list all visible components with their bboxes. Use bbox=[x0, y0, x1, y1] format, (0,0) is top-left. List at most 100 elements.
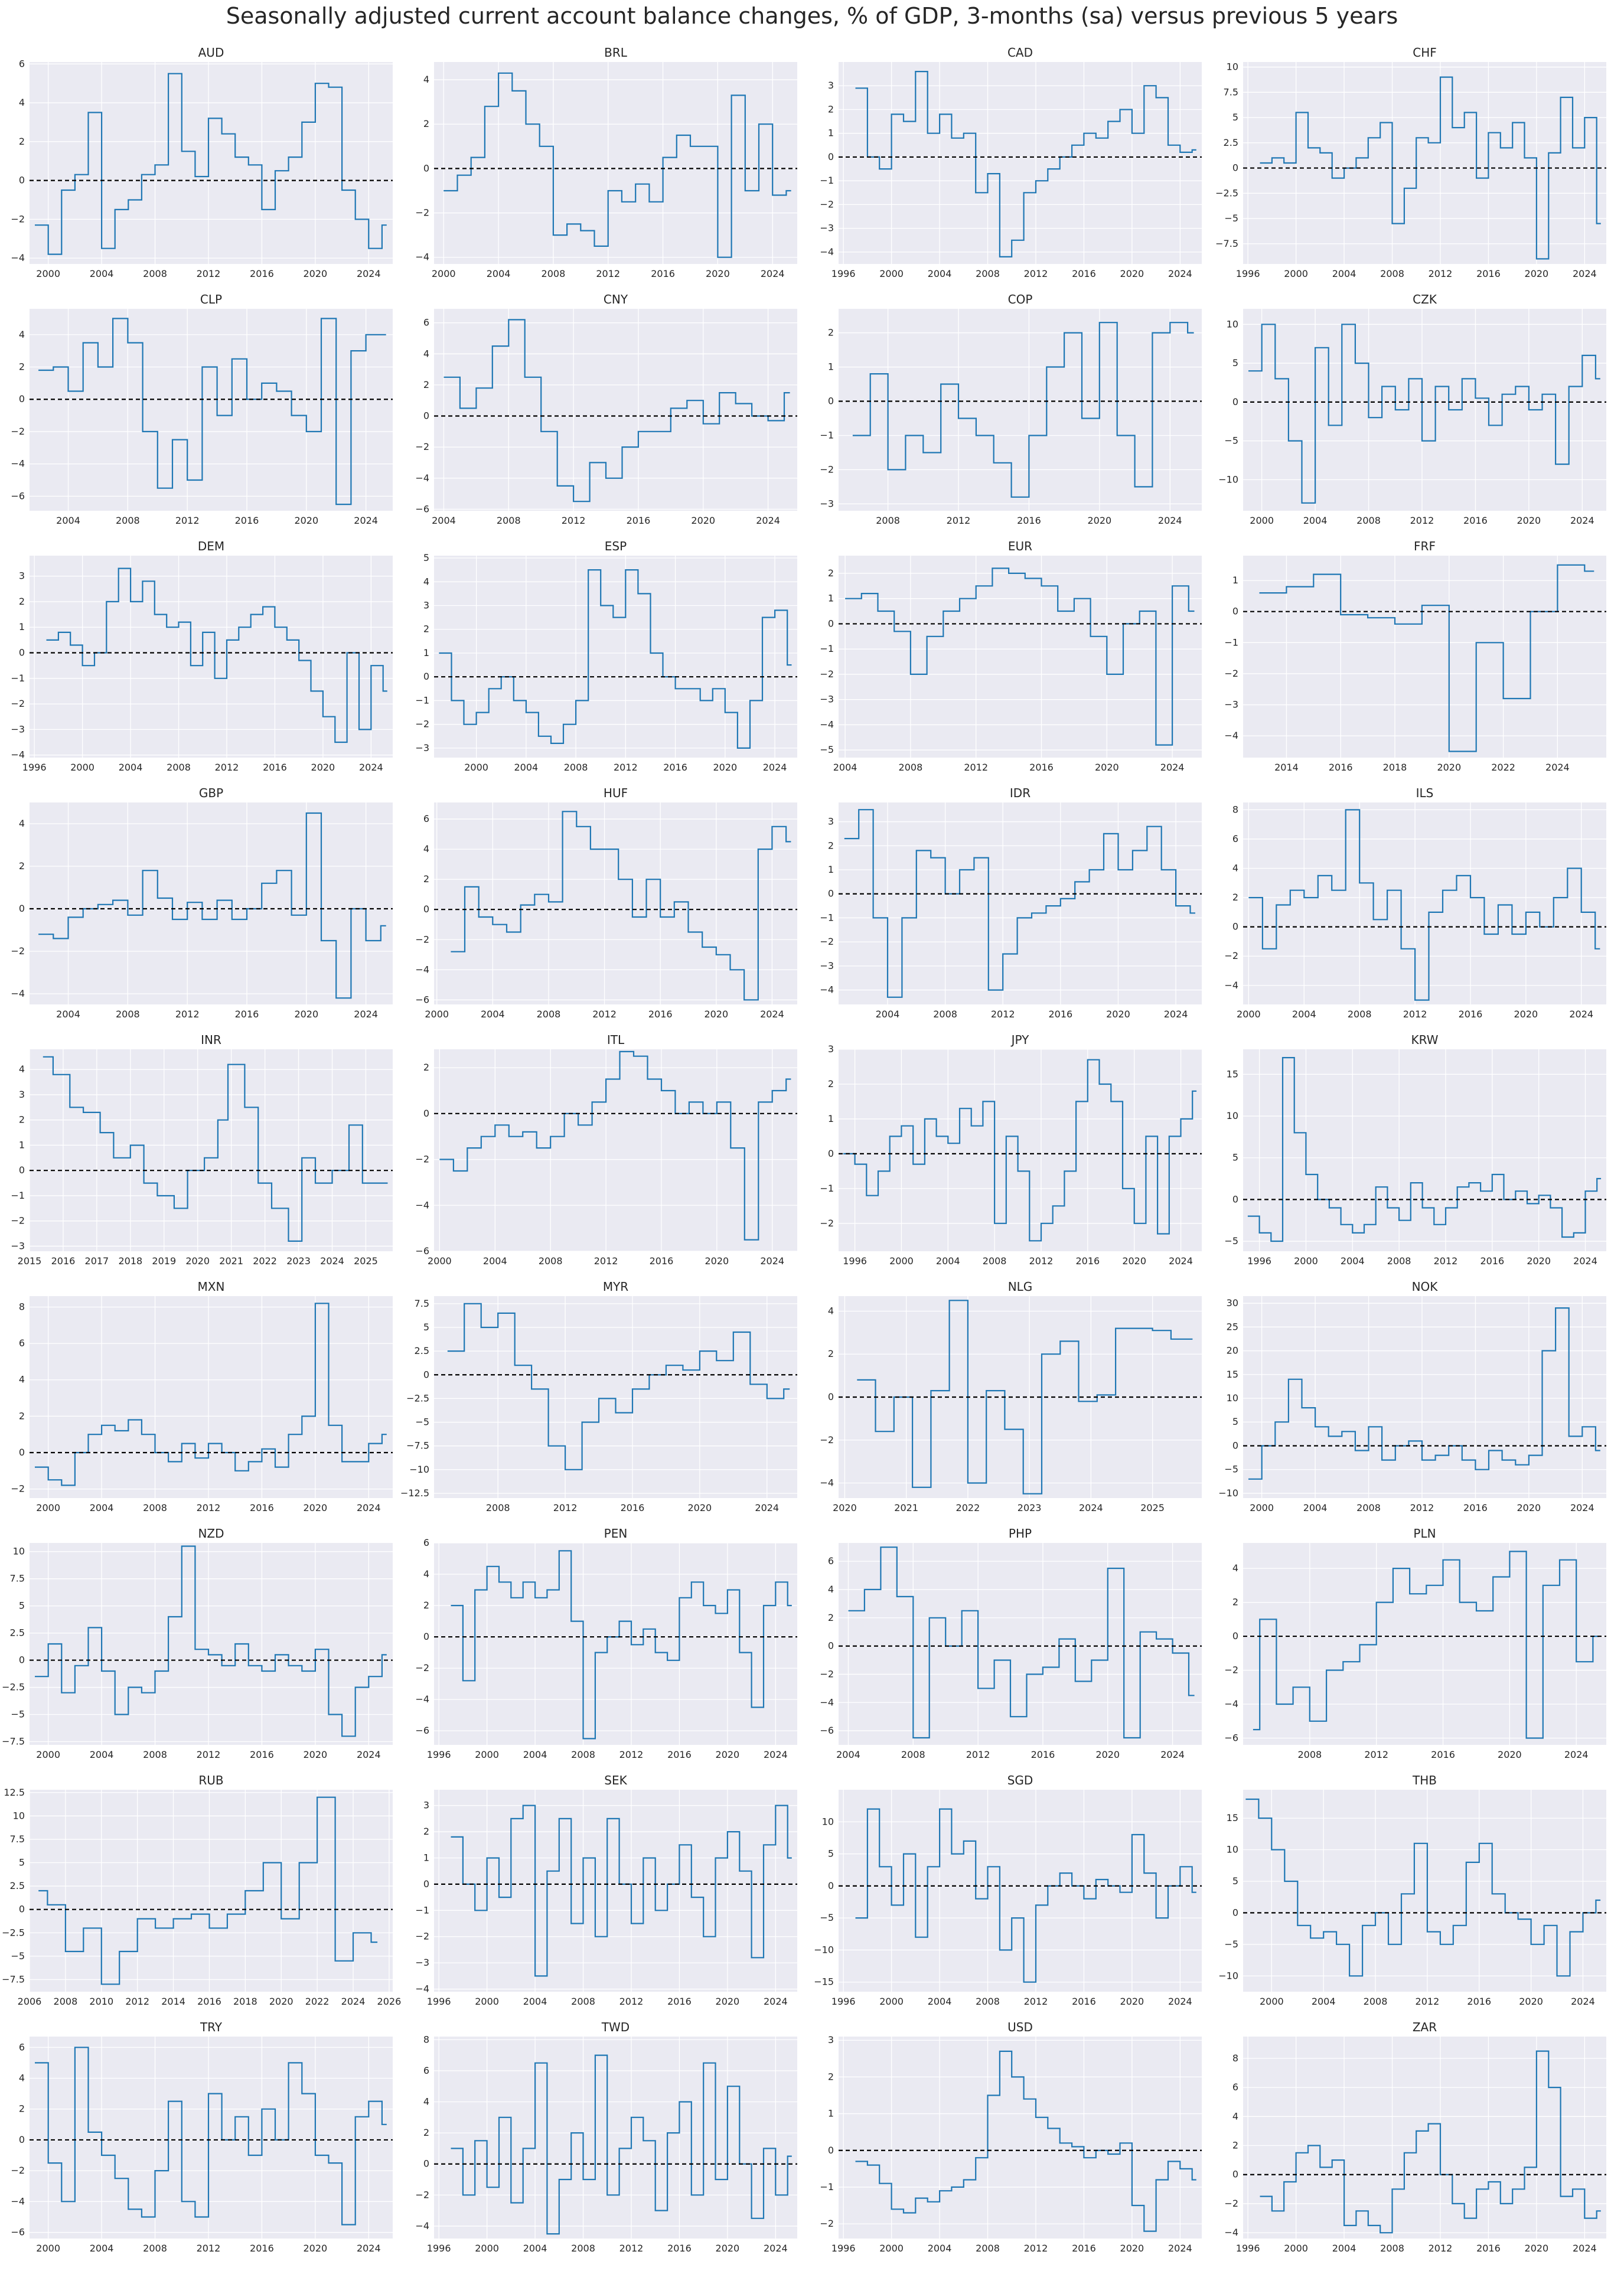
y-tick-label: 4 bbox=[423, 576, 429, 587]
y-tick-label: 25 bbox=[1227, 1321, 1238, 1332]
panel-chf: 1996 2000 2004 2008 2012 2016 2020 2024 −7.5 −5 −2… bbox=[1215, 45, 1606, 279]
y-tick-label: 2 bbox=[828, 1348, 834, 1359]
y-tick-label: 15 bbox=[1227, 1369, 1238, 1380]
plot-area bbox=[434, 2037, 797, 2239]
series-line-pln bbox=[1253, 1551, 1599, 1739]
y-tick-label: −5 bbox=[820, 744, 834, 755]
x-tick-label: 2012 bbox=[197, 2243, 221, 2254]
x-tick-label: 2000 bbox=[36, 1749, 60, 1760]
y-tick-label: −2 bbox=[11, 1215, 25, 1226]
x-tick-label: 2004 bbox=[836, 1749, 860, 1760]
panel-twd: 1996 2000 2004 2008 2012 2016 2020 2024 −4 −2 0 2 4 6… bbox=[415, 2020, 797, 2254]
x-tick-label: 2000 bbox=[425, 1009, 449, 1020]
x-tick-label: 2020 bbox=[304, 268, 328, 279]
x-tick-label: 2016 bbox=[1048, 1009, 1072, 1020]
x-tick-label: 2008 bbox=[1380, 2243, 1404, 2254]
y-tick-label: 8 bbox=[19, 1301, 25, 1312]
x-tick-label: 2012 bbox=[1024, 268, 1048, 279]
plot-area bbox=[839, 2037, 1202, 2239]
x-tick-label: 2016 bbox=[1072, 1996, 1096, 2007]
y-tick-label: −6 bbox=[11, 2227, 25, 2238]
plot-area bbox=[434, 1790, 797, 1992]
x-tick-label: 2004 bbox=[833, 762, 857, 773]
x-tick-label: 2024 bbox=[1573, 1255, 1597, 1267]
y-tick-label: 0 bbox=[19, 903, 25, 914]
x-tick-label: 2008 bbox=[901, 1749, 925, 1760]
y-tick-label: −2 bbox=[11, 213, 25, 224]
x-tick-label: 2024 bbox=[764, 1749, 788, 1760]
panel-nok: 2000 2004 2008 2012 2016 2020 2024 −10 −5 0 5 10 15 2… bbox=[1218, 1280, 1606, 1513]
x-tick-label: 2004 bbox=[56, 515, 80, 526]
y-tick-label: 0 bbox=[19, 1447, 25, 1458]
y-tick-label: 1 bbox=[1232, 575, 1238, 586]
y-tick-label: 2 bbox=[1232, 892, 1238, 903]
x-tick-label: 2000 bbox=[432, 268, 456, 279]
x-tick-label: 2016 bbox=[235, 515, 259, 526]
y-tick-label: 6 bbox=[423, 2065, 429, 2076]
x-tick-label: 2000 bbox=[879, 1996, 904, 2007]
x-tick-label: 2008 bbox=[976, 2243, 1000, 2254]
y-tick-label: −2 bbox=[415, 934, 429, 945]
series-line-inr bbox=[43, 1056, 388, 1242]
x-tick-label: 2004 bbox=[90, 1502, 114, 1513]
y-tick-label: −2 bbox=[820, 1218, 834, 1229]
x-tick-label: 2016 bbox=[1459, 1009, 1483, 1020]
series-line-mxn bbox=[35, 1303, 387, 1486]
x-tick-label: 2008 bbox=[899, 762, 923, 773]
y-tick-label: −5 bbox=[1224, 435, 1238, 446]
x-tick-label: 2024 bbox=[357, 2243, 381, 2254]
series-line-chf bbox=[1260, 76, 1601, 260]
y-tick-label: −1 bbox=[415, 694, 429, 706]
panel-pen: 1996 2000 2004 2008 2012 2016 2020 2024 −6 −4 −2 0 2… bbox=[415, 1526, 797, 1760]
x-tick-label: 2008 bbox=[539, 1255, 563, 1267]
x-tick-label: 2024 bbox=[1573, 268, 1597, 279]
x-tick-label: 2024 bbox=[359, 762, 383, 773]
panel-cny: 2004 2008 2012 2016 2020 2024 −6 −4 −2 0 2 4 6 CNY bbox=[415, 292, 797, 526]
y-tick-label: −2 bbox=[820, 2218, 834, 2229]
y-tick-label: 2 bbox=[828, 1078, 834, 1089]
x-tick-label: 2012 bbox=[175, 1009, 200, 1020]
x-tick-label: 2020 bbox=[1517, 515, 1541, 526]
y-tick-label: 4 bbox=[423, 348, 429, 359]
x-tick-label: 2016 bbox=[1072, 268, 1096, 279]
plot-area bbox=[839, 1790, 1202, 1992]
y-tick-label: −2.5 bbox=[2, 1927, 25, 1938]
x-tick-label: 2024 bbox=[1169, 1255, 1193, 1267]
x-tick-label: 2000 bbox=[879, 2243, 904, 2254]
series-line-nlg bbox=[857, 1300, 1193, 1495]
y-tick-label: 0 bbox=[19, 1655, 25, 1666]
x-tick-label: 2020 bbox=[311, 762, 335, 773]
series-line-usd bbox=[855, 2050, 1196, 2232]
y-tick-label: −4 bbox=[820, 1477, 834, 1489]
x-tick-label: 2008 bbox=[1297, 1749, 1322, 1760]
panel-title: DEM bbox=[198, 539, 224, 553]
x-tick-label: 2020 bbox=[1122, 1255, 1146, 1267]
y-tick-label: −2 bbox=[11, 2165, 25, 2176]
y-tick-label: 10 bbox=[822, 1816, 834, 1827]
y-tick-label: −2 bbox=[820, 1434, 834, 1446]
x-tick-label: 2004 bbox=[1332, 268, 1356, 279]
x-tick-label: 2004 bbox=[481, 1009, 505, 1020]
y-tick-label: −4 bbox=[415, 252, 429, 263]
panel-title: FRF bbox=[1414, 539, 1436, 553]
panel-nlg: 2020 2021 2022 2023 2024 2025 −4 −2 0 2 4 NLG bbox=[820, 1280, 1202, 1513]
x-tick-label: 2004 bbox=[876, 1009, 900, 1020]
y-tick-label: 6 bbox=[423, 317, 429, 328]
plot-area bbox=[839, 62, 1202, 264]
y-tick-label: −5 bbox=[415, 1417, 429, 1428]
x-tick-label: 2004 bbox=[1312, 1996, 1336, 2007]
y-tick-label: 0 bbox=[1232, 921, 1238, 932]
y-tick-label: −2 bbox=[1224, 2198, 1238, 2209]
plot-area bbox=[434, 1543, 797, 1745]
x-tick-label: 2012 bbox=[215, 762, 239, 773]
x-tick-label: 2016 bbox=[1329, 762, 1353, 773]
x-tick-label: 2020 bbox=[1498, 1749, 1522, 1760]
x-tick-label: 2024 bbox=[1158, 515, 1182, 526]
series-line-esp bbox=[439, 569, 792, 749]
panel-idr: 2004 2008 2012 2016 2020 2024 −4 −3 −2 −1 0 1 2 3 IDR bbox=[820, 786, 1202, 1020]
series-line-myr bbox=[447, 1303, 790, 1470]
y-tick-label: 10 bbox=[1227, 1844, 1238, 1855]
y-tick-label: 6 bbox=[423, 1537, 429, 1548]
y-tick-label: 1 bbox=[828, 128, 834, 139]
x-tick-label: 1996 bbox=[1236, 268, 1260, 279]
